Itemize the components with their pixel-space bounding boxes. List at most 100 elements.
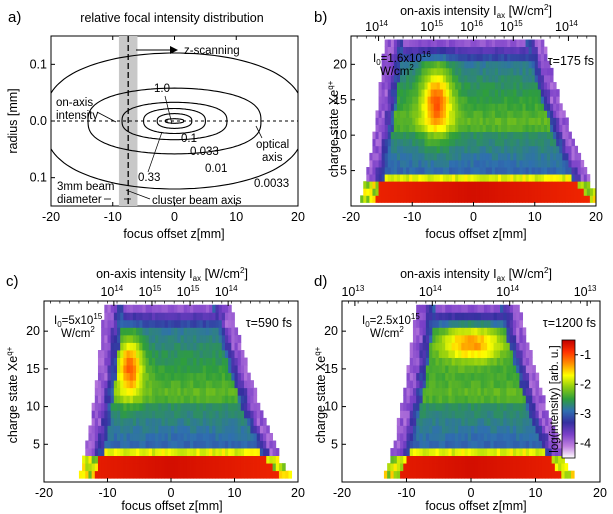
b-heat-cell bbox=[473, 188, 477, 196]
d-heat-cell bbox=[429, 342, 433, 351]
d-heat-cell bbox=[503, 334, 507, 343]
b-heat-cell bbox=[442, 167, 447, 175]
b-heat-cell bbox=[412, 89, 416, 97]
d-heat-cell bbox=[409, 410, 414, 419]
panel-d-top-ticks: 1013 1014 1014 1013 bbox=[341, 284, 597, 306]
b-heat-cell bbox=[393, 46, 398, 55]
b-heat-cell bbox=[504, 74, 508, 83]
d-heat-cell bbox=[541, 440, 546, 449]
c-heat-cell bbox=[266, 470, 270, 479]
c-heat-cell bbox=[199, 402, 204, 411]
panel-a-yticks: 0.10.00.1 bbox=[30, 57, 55, 185]
c-heat-cell bbox=[155, 342, 159, 351]
c-heat-cell bbox=[180, 387, 185, 396]
d-heat-cell bbox=[467, 357, 472, 366]
d-heat-cell bbox=[448, 432, 453, 441]
c-heat-cell bbox=[199, 365, 204, 374]
c-heat-cell bbox=[145, 432, 150, 441]
b-heat-cell bbox=[412, 74, 416, 83]
c-heat-cell bbox=[129, 380, 134, 389]
c-heat-cell bbox=[231, 334, 235, 343]
d-heat-cell bbox=[396, 425, 401, 434]
b-heat-cell bbox=[534, 53, 539, 62]
b-heat-cell bbox=[455, 124, 459, 133]
b-heat-cell bbox=[396, 110, 401, 118]
b-heat-cell bbox=[574, 188, 579, 196]
c-heat-cell bbox=[266, 455, 270, 464]
d-heat-cell bbox=[512, 417, 517, 426]
d-heat-cell bbox=[516, 357, 520, 366]
b-heat-cell bbox=[393, 181, 398, 189]
b-heat-cell bbox=[421, 103, 425, 111]
b-heat-cell bbox=[403, 103, 407, 111]
b-heat-cell bbox=[476, 167, 481, 175]
d-heat-cell bbox=[432, 312, 436, 321]
c-heat-cell bbox=[221, 448, 226, 456]
b-heat-cell bbox=[540, 117, 545, 125]
c-heat-cell bbox=[155, 425, 159, 434]
b-heat-cell bbox=[507, 117, 511, 125]
c-heat-cell bbox=[215, 312, 220, 321]
c-heat-cell bbox=[190, 470, 194, 479]
c-heat-cell bbox=[129, 357, 134, 366]
d-heat-cell bbox=[435, 425, 440, 434]
b-heat-cell bbox=[580, 167, 585, 175]
c-heat-cell bbox=[221, 463, 226, 472]
b-heat-cell bbox=[427, 46, 432, 55]
b-heat-cell bbox=[430, 145, 435, 154]
c-heat-cell bbox=[113, 342, 118, 351]
c-heat-cell bbox=[250, 432, 254, 441]
d-heat-cell bbox=[529, 432, 533, 441]
c-heat-cell bbox=[250, 440, 254, 449]
b-heat-cell bbox=[461, 188, 465, 196]
b-heat-cell bbox=[476, 195, 481, 203]
d-heat-cell bbox=[438, 342, 443, 351]
c-heat-cell bbox=[285, 470, 289, 479]
c-heat-cell bbox=[107, 304, 112, 313]
c-heat-cell bbox=[132, 463, 137, 472]
c-heat-cell bbox=[218, 380, 223, 389]
b-heat-cell bbox=[580, 174, 585, 182]
b-heat-cell bbox=[403, 117, 407, 125]
c-heat-cell bbox=[234, 463, 239, 472]
b-heat-cell bbox=[449, 167, 453, 175]
b-heat-cell bbox=[473, 74, 477, 83]
b-heat-cell bbox=[476, 174, 481, 182]
d-heat-cell bbox=[529, 463, 533, 472]
c-heat-cell bbox=[101, 395, 105, 404]
b-heat-cell bbox=[467, 96, 471, 104]
b-heat-cell bbox=[424, 46, 428, 55]
d-heat-cell bbox=[429, 304, 433, 313]
b-heat-cell bbox=[550, 138, 554, 147]
c-heat-cell bbox=[78, 470, 83, 479]
c-heat-cell bbox=[94, 417, 99, 426]
d-heat-cell bbox=[461, 395, 465, 404]
b-heat-cell bbox=[488, 117, 493, 125]
b-heat-cell bbox=[491, 167, 496, 175]
c-heat-cell bbox=[171, 425, 175, 434]
c-heat-cell bbox=[139, 304, 143, 313]
d-heat-cell bbox=[464, 463, 469, 472]
panel-d-xlabel: focus offset z[mm] bbox=[425, 499, 526, 513]
b-heat-cell bbox=[562, 145, 566, 154]
d-heat-cell bbox=[558, 463, 562, 472]
b-heat-cell bbox=[528, 96, 533, 104]
c-heat-cell bbox=[190, 357, 194, 366]
b-heat-cell bbox=[390, 117, 395, 125]
d-heat-cell bbox=[432, 440, 436, 449]
c-heat-cell bbox=[244, 425, 248, 434]
c-heat-cell bbox=[145, 365, 150, 374]
b-heat-cell bbox=[537, 167, 542, 175]
b-heat-cell bbox=[470, 82, 474, 90]
c-heat-cell bbox=[193, 402, 197, 411]
d-heat-cell bbox=[516, 425, 520, 434]
b-heat-cell bbox=[467, 60, 471, 69]
c-heat-cell bbox=[151, 334, 156, 343]
b-heat-cell bbox=[449, 96, 453, 104]
cluster-beam-axis-label: cluster beam axis bbox=[152, 195, 242, 207]
c-heat-cell bbox=[212, 470, 216, 479]
b-heat-cell bbox=[400, 103, 404, 111]
c-heat-cell bbox=[205, 387, 210, 396]
c-heat-cell bbox=[164, 372, 169, 381]
d-heat-cell bbox=[512, 425, 517, 434]
